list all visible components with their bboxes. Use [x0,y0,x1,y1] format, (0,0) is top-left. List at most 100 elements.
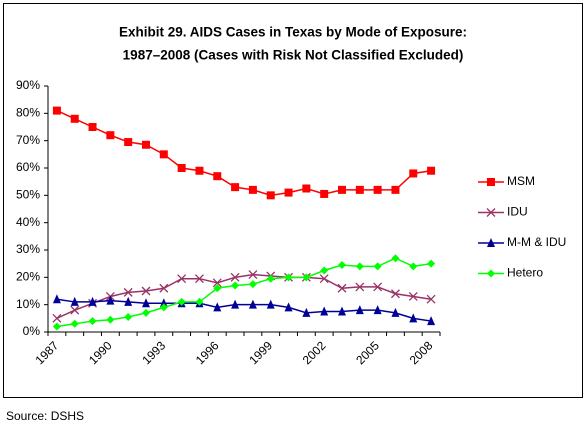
marker [427,316,436,326]
series-line [56,298,432,322]
marker [213,172,222,181]
marker [391,254,400,263]
marker [355,282,365,292]
marker [302,273,311,282]
marker [320,306,329,316]
series-line [56,109,432,197]
marker [427,259,436,268]
marker [70,305,80,315]
marker [487,178,495,186]
y-tick-label: 50% [16,188,40,202]
marker [373,282,383,292]
marker [320,266,329,275]
x-tick-label: 1996 [193,338,222,367]
y-tick-label: 60% [16,160,40,174]
marker [70,296,79,306]
marker [320,189,329,198]
marker [284,188,293,197]
marker [266,191,275,200]
y-tick-label: 40% [16,215,40,229]
x-tick-label: 2002 [300,338,329,367]
marker [88,296,97,306]
marker [302,184,311,193]
marker [52,106,61,115]
marker [302,307,311,317]
marker [373,305,382,315]
marker [355,185,364,194]
y-tick-label: 10% [16,297,40,311]
marker [427,166,436,175]
marker [142,308,150,317]
marker [106,295,115,305]
marker [409,262,418,271]
marker [106,131,115,140]
marker [284,302,293,312]
marker [142,140,150,149]
marker [355,262,364,271]
marker [266,299,275,309]
marker [409,313,418,323]
marker [177,164,186,172]
marker [486,208,496,217]
x-tick-label: 2005 [353,338,382,367]
marker [355,305,364,315]
x-tick-label: 1999 [246,338,275,367]
marker [391,307,400,317]
marker [213,284,222,293]
marker [88,317,97,326]
marker [408,292,418,301]
marker [70,114,79,123]
marker [141,286,151,296]
x-tick-label: 1987 [32,338,61,367]
marker [338,261,346,270]
marker [52,294,61,304]
marker [195,166,204,175]
marker [284,273,293,282]
legend-label: MSM [507,174,535,188]
legend-label: M-M & IDU [507,235,566,249]
marker [124,296,133,306]
marker [159,150,168,159]
marker [338,306,346,316]
legend-label: IDU [507,205,528,219]
y-tick-label: 80% [16,106,40,120]
chart-title: 1987–2008 (Cases with Risk Not Classifie… [123,48,464,63]
marker [159,303,168,312]
y-tick-label: 90% [16,78,40,92]
series-line [56,273,432,320]
marker [106,315,115,324]
y-tick-label: 70% [16,133,40,147]
marker [390,289,400,299]
marker [88,123,97,131]
marker [194,274,204,284]
marker [52,322,61,331]
chart-title: Exhibit 29. AIDS Cases in Texas by Mode … [119,25,467,40]
x-tick-label: 1990 [86,338,115,367]
marker [159,298,168,308]
series-line [56,257,432,328]
marker [248,280,257,289]
marker [231,299,240,309]
marker [52,313,62,323]
marker [248,270,258,280]
marker [409,169,418,178]
marker [391,185,400,194]
marker [177,297,186,306]
marker [248,185,257,194]
y-tick-label: 20% [16,270,40,284]
marker [373,185,382,194]
y-tick-label: 30% [16,242,40,256]
marker [213,302,222,312]
marker [426,294,436,304]
x-tick-label: 1993 [139,338,168,367]
marker [231,281,240,290]
marker [337,283,347,293]
legend-label: Hetero [507,266,543,280]
source: Source: DSHS [6,409,84,423]
x-tick-label: 2008 [407,338,436,367]
marker [212,278,222,288]
marker [338,185,346,194]
marker [266,274,275,283]
marker [230,272,240,282]
